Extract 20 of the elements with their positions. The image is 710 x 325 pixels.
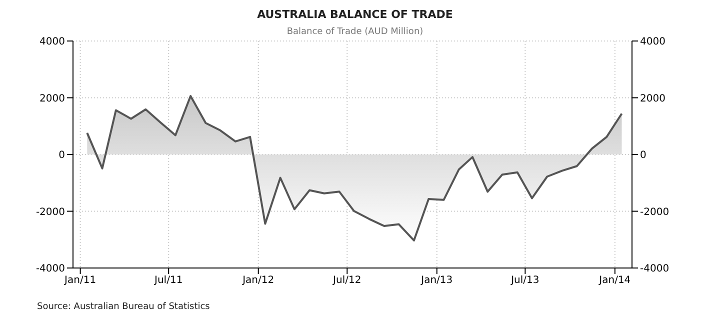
y-tick-label: 2000 [40, 93, 65, 104]
x-tick-label: Jan/14 [598, 275, 631, 286]
x-tick-label: Jul/13 [510, 275, 540, 286]
y-tick-label: -4000 [36, 264, 65, 275]
source-note: Source: Australian Bureau of Statistics [37, 302, 210, 312]
x-tick-label: Jan/13 [420, 275, 453, 286]
y2-tick-label: 4000 [640, 36, 666, 48]
x-tick-label: Jan/11 [64, 275, 96, 286]
y-tick-label: 0 [58, 150, 65, 162]
x-tick-label: Jul/11 [154, 275, 183, 286]
y2-tick-label: -2000 [640, 206, 670, 218]
chart-subtitle: Balance of Trade (AUD Million) [286, 27, 424, 37]
y-tick-label: 4000 [40, 36, 65, 48]
y-tick-label: -2000 [36, 206, 65, 218]
chart-title: AUSTRALIA BALANCE OF TRADE [256, 8, 454, 21]
x-tick-label: Jan/12 [242, 275, 274, 286]
y2-tick-label: 2000 [640, 93, 666, 104]
y2-tick-label: 0 [640, 150, 646, 162]
y2-tick-label: -4000 [640, 264, 670, 275]
x-tick-label: Jul/12 [332, 275, 362, 286]
